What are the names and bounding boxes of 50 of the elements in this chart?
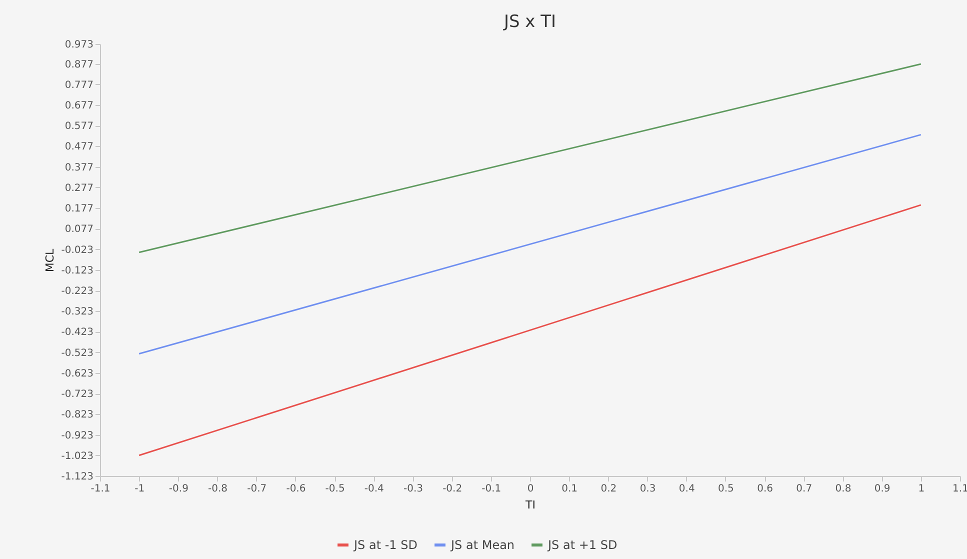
x-tick-label: -0.3 <box>403 484 423 494</box>
x-tick-label: 0.8 <box>835 484 852 494</box>
legend-label: JS at Mean <box>450 538 515 552</box>
x-tick-label: -0.8 <box>208 484 228 494</box>
chart-title: JS x TI <box>502 12 556 32</box>
y-tick-label: -1.023 <box>61 450 94 462</box>
y-tick-label: 0.477 <box>64 142 94 153</box>
legend-label: JS at +1 SD <box>547 538 618 552</box>
x-tick-label: -0.1 <box>482 484 502 494</box>
y-tick-label: 0.177 <box>64 204 94 215</box>
x-tick-label: 0.1 <box>562 484 578 494</box>
y-tick-label: -0.023 <box>61 244 94 256</box>
x-tick-label: 0.4 <box>678 484 695 494</box>
y-tick-label: 0.077 <box>64 224 94 236</box>
y-tick-label: -0.423 <box>61 327 94 338</box>
y-tick-label: -0.523 <box>61 348 94 359</box>
y-tick-label: -0.723 <box>61 389 94 400</box>
y-tick-label: 0.277 <box>64 182 94 194</box>
y-tick-label: -0.323 <box>61 306 94 318</box>
x-tick-label: 0.9 <box>874 484 890 494</box>
x-tick-label: -0.5 <box>325 484 345 494</box>
x-tick-label: 0.6 <box>757 484 773 494</box>
y-tick-label: -0.823 <box>61 410 94 421</box>
x-tick-label: -0.7 <box>247 484 267 494</box>
x-tick-label: -1.1 <box>90 484 110 494</box>
x-tick-label: -0.4 <box>364 484 384 494</box>
x-tick-label: 0.3 <box>640 484 656 494</box>
x-tick-label: 0.7 <box>796 484 812 494</box>
y-tick-label: 0.877 <box>64 59 94 70</box>
y-tick-label: 0.777 <box>64 80 94 91</box>
y-tick-label: -0.923 <box>61 430 94 442</box>
x-axis-title: TI <box>524 498 536 512</box>
y-axis-title: MCL <box>43 248 56 272</box>
x-tick-label: -0.6 <box>286 484 306 494</box>
x-tick-label: 0.2 <box>600 484 617 494</box>
x-tick-label: -0.2 <box>442 484 462 494</box>
x-tick-label: 0.5 <box>718 484 734 494</box>
y-tick-label: 0.973 <box>64 40 94 50</box>
x-tick-label: 1 <box>918 484 925 494</box>
x-tick-label: -0.9 <box>168 484 188 494</box>
y-tick-label: 0.377 <box>64 162 94 174</box>
x-tick-label: -1 <box>134 484 145 494</box>
y-tick-label: 0.677 <box>64 100 94 112</box>
y-tick-label: 0.577 <box>64 121 94 132</box>
y-tick-label: -0.223 <box>61 286 94 298</box>
y-tick-label: -0.623 <box>61 368 94 380</box>
x-tick-label: 0 <box>527 484 534 494</box>
y-tick-label: -0.123 <box>61 265 94 276</box>
legend-label: JS at -1 SD <box>353 538 418 552</box>
y-tick-label: -1.123 <box>61 472 94 482</box>
